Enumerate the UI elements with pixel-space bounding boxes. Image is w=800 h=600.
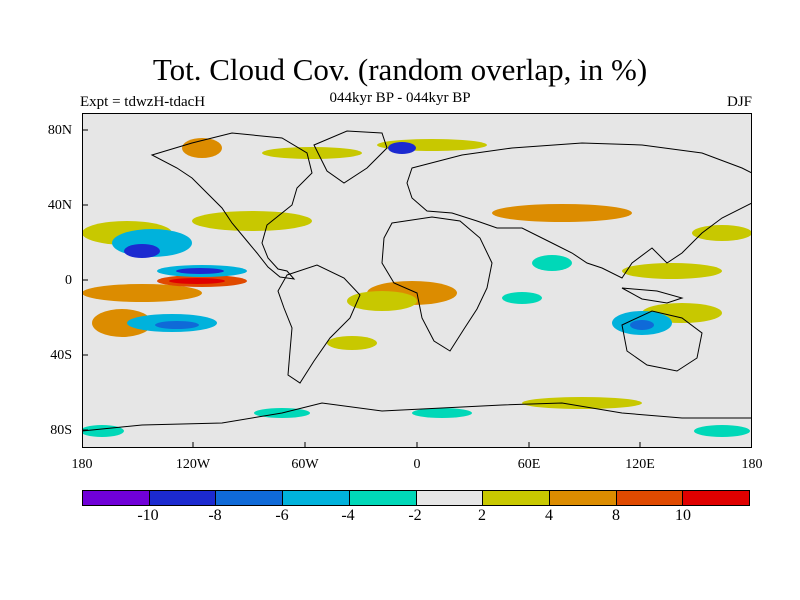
- anomaly-patch: [692, 225, 752, 241]
- colorbar-label: 2: [478, 507, 486, 524]
- anomaly-patch: [630, 320, 654, 330]
- coastline-australia: [621, 310, 703, 372]
- lat-label-80n: 80N: [47, 123, 72, 138]
- colorbar-swatch: [483, 491, 550, 505]
- colorbar-swatch: [216, 491, 284, 505]
- colorbar-swatch: [349, 491, 417, 505]
- colorbar-swatch: [283, 491, 350, 505]
- coastlines: [82, 130, 752, 432]
- colorbar-label: -2: [408, 507, 422, 524]
- anomaly-patch: [192, 211, 312, 231]
- anomaly-patch: [492, 204, 632, 222]
- coastline-greenland: [313, 130, 388, 184]
- coastline-antarctica: [82, 402, 752, 432]
- lon-label-120e: 120E: [625, 457, 655, 472]
- anomaly-patch: [176, 268, 224, 274]
- anomaly-patch: [169, 278, 225, 284]
- lon-label-60w: 60W: [291, 457, 319, 472]
- lat-label-40n: 40N: [47, 198, 72, 213]
- map-title: Tot. Cloud Cov. (random overlap, in %): [152, 52, 648, 87]
- coastline-south-america: [277, 264, 361, 384]
- colorbar-label: -4: [341, 507, 355, 524]
- lat-label-80s: 80S: [50, 423, 72, 438]
- anomaly-patch: [124, 244, 160, 258]
- lon-label-180e: 180: [741, 457, 763, 472]
- anomaly-patch: [502, 292, 542, 304]
- anomaly-patch: [622, 263, 722, 279]
- colorbar-label: -6: [275, 507, 289, 524]
- anomaly-patch: [347, 291, 417, 311]
- anomaly-patch: [532, 255, 572, 271]
- colorbar-label: 10: [675, 507, 691, 524]
- coastline-africa: [381, 216, 493, 352]
- anomaly-patch: [327, 336, 377, 350]
- colorbar-label: 8: [612, 507, 620, 524]
- colorbar-label: -10: [137, 507, 159, 524]
- colorbar: [82, 490, 750, 506]
- season-label: DJF: [726, 94, 752, 110]
- colorbar-swatch: [549, 491, 617, 505]
- anomaly-patch: [92, 309, 152, 337]
- colorbar-swatch: [616, 491, 684, 505]
- lon-label-120w: 120W: [175, 457, 211, 472]
- coastline-eurasia: [406, 142, 752, 279]
- world-map: [82, 113, 752, 448]
- colorbar-label: -8: [208, 507, 222, 524]
- lat-label-40s: 40S: [50, 348, 72, 363]
- anomaly-patch: [694, 425, 750, 437]
- lon-label-180w: 180: [71, 457, 93, 472]
- colorbar-swatch: [416, 491, 484, 505]
- lat-label-equator: 0: [65, 273, 72, 288]
- anomaly-patch: [412, 408, 472, 418]
- lon-label-60e: 60E: [517, 457, 541, 472]
- map-subtitle: 044kyr BP - 044kyr BP: [329, 90, 471, 106]
- coastline-north-america: [150, 132, 313, 280]
- anomaly-patch: [82, 284, 202, 302]
- anomaly-patch: [388, 142, 416, 154]
- anomaly-patch: [262, 147, 362, 159]
- cloud-anomaly-shading: [82, 138, 752, 437]
- colorbar-label: 4: [545, 507, 553, 524]
- anomaly-patch: [155, 321, 199, 329]
- lon-label-0: 0: [413, 457, 421, 472]
- anomaly-patch: [522, 397, 642, 409]
- experiment-label: Expt = tdwzH-tdacH: [80, 94, 206, 110]
- axis-ticks: [82, 129, 641, 448]
- colorbar-swatch: [149, 491, 217, 505]
- anomaly-patch: [82, 425, 124, 437]
- colorbar-swatch: [83, 491, 150, 505]
- coastline-indonesia: [621, 287, 684, 304]
- colorbar-swatch: [683, 491, 750, 505]
